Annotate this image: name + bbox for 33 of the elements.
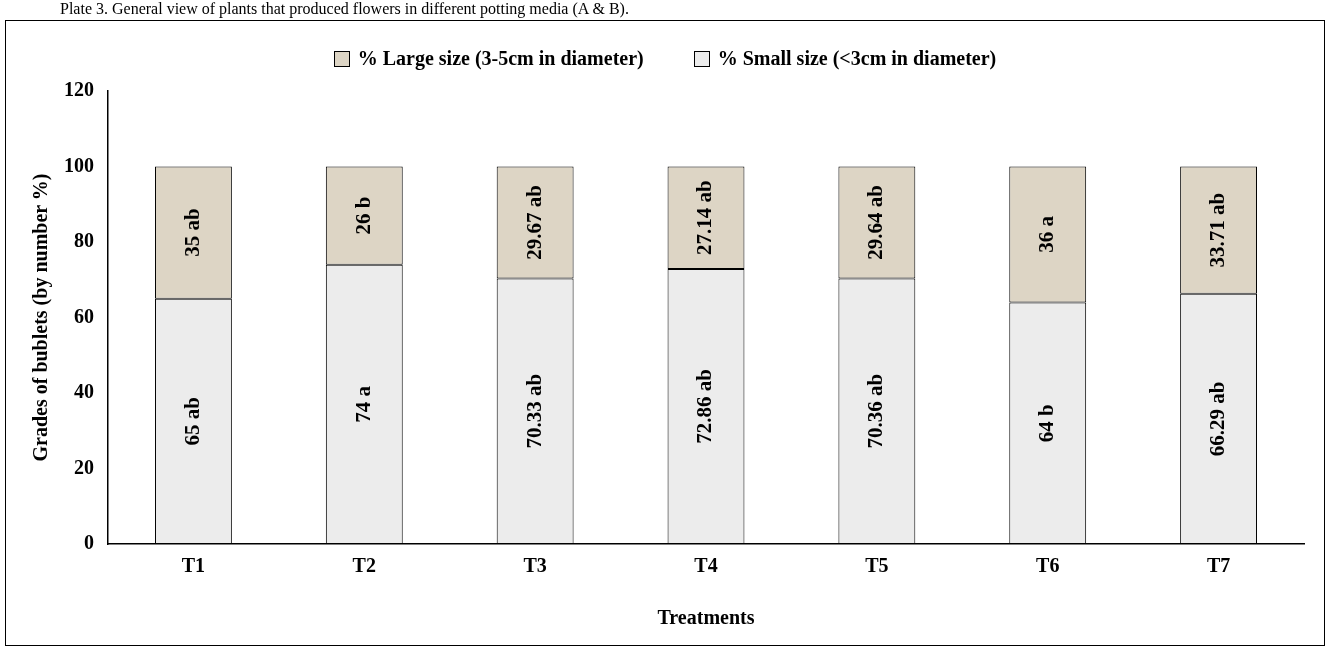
- data-label: 66.29 ab: [1204, 381, 1229, 457]
- data-label: 26 b: [350, 196, 375, 235]
- data-label: 70.33 ab: [521, 373, 546, 449]
- data-label: 70.36 ab: [863, 373, 888, 449]
- y-tick-label: 120: [64, 78, 94, 101]
- data-label: 27.14 ab: [692, 180, 717, 256]
- y-tick-label: 20: [74, 455, 94, 478]
- x-tick-label: T4: [694, 554, 718, 577]
- y-axis-title: Grades of bublets (by number %): [29, 173, 53, 462]
- data-label: 29.64 ab: [863, 185, 888, 260]
- data-label: 65 ab: [179, 397, 204, 446]
- data-label: 33.71 ab: [1204, 192, 1229, 268]
- data-label: 35 ab: [179, 208, 204, 257]
- data-label: 72.86 ab: [692, 369, 717, 444]
- x-axis-title: Treatments: [657, 606, 755, 629]
- y-tick-label: 40: [74, 380, 94, 403]
- data-label: 74 a: [350, 385, 375, 423]
- y-tick-label: 60: [74, 304, 94, 327]
- data-label: 29.67 ab: [521, 185, 546, 260]
- x-tick-label: T3: [523, 554, 547, 577]
- x-tick-label: T1: [181, 554, 206, 577]
- y-tick-label: 80: [74, 229, 94, 252]
- x-tick-label: T6: [1036, 554, 1060, 577]
- legend-label: % Large size (3-5cm in diameter): [357, 47, 644, 70]
- x-tick-label: T2: [352, 554, 376, 577]
- x-tick-label: T7: [1206, 554, 1231, 577]
- data-label: 64 b: [1034, 404, 1059, 443]
- data-label: 36 a: [1034, 215, 1059, 253]
- x-tick-label: T5: [865, 554, 889, 577]
- y-tick-label: 0: [84, 531, 94, 554]
- text: Plate 3. General view of plants that produced flowers in different potting media (A & B).: [60, 0, 629, 18]
- legend-label: % Small size (<3cm in diameter): [717, 47, 997, 70]
- y-tick-label: 100: [64, 153, 94, 176]
